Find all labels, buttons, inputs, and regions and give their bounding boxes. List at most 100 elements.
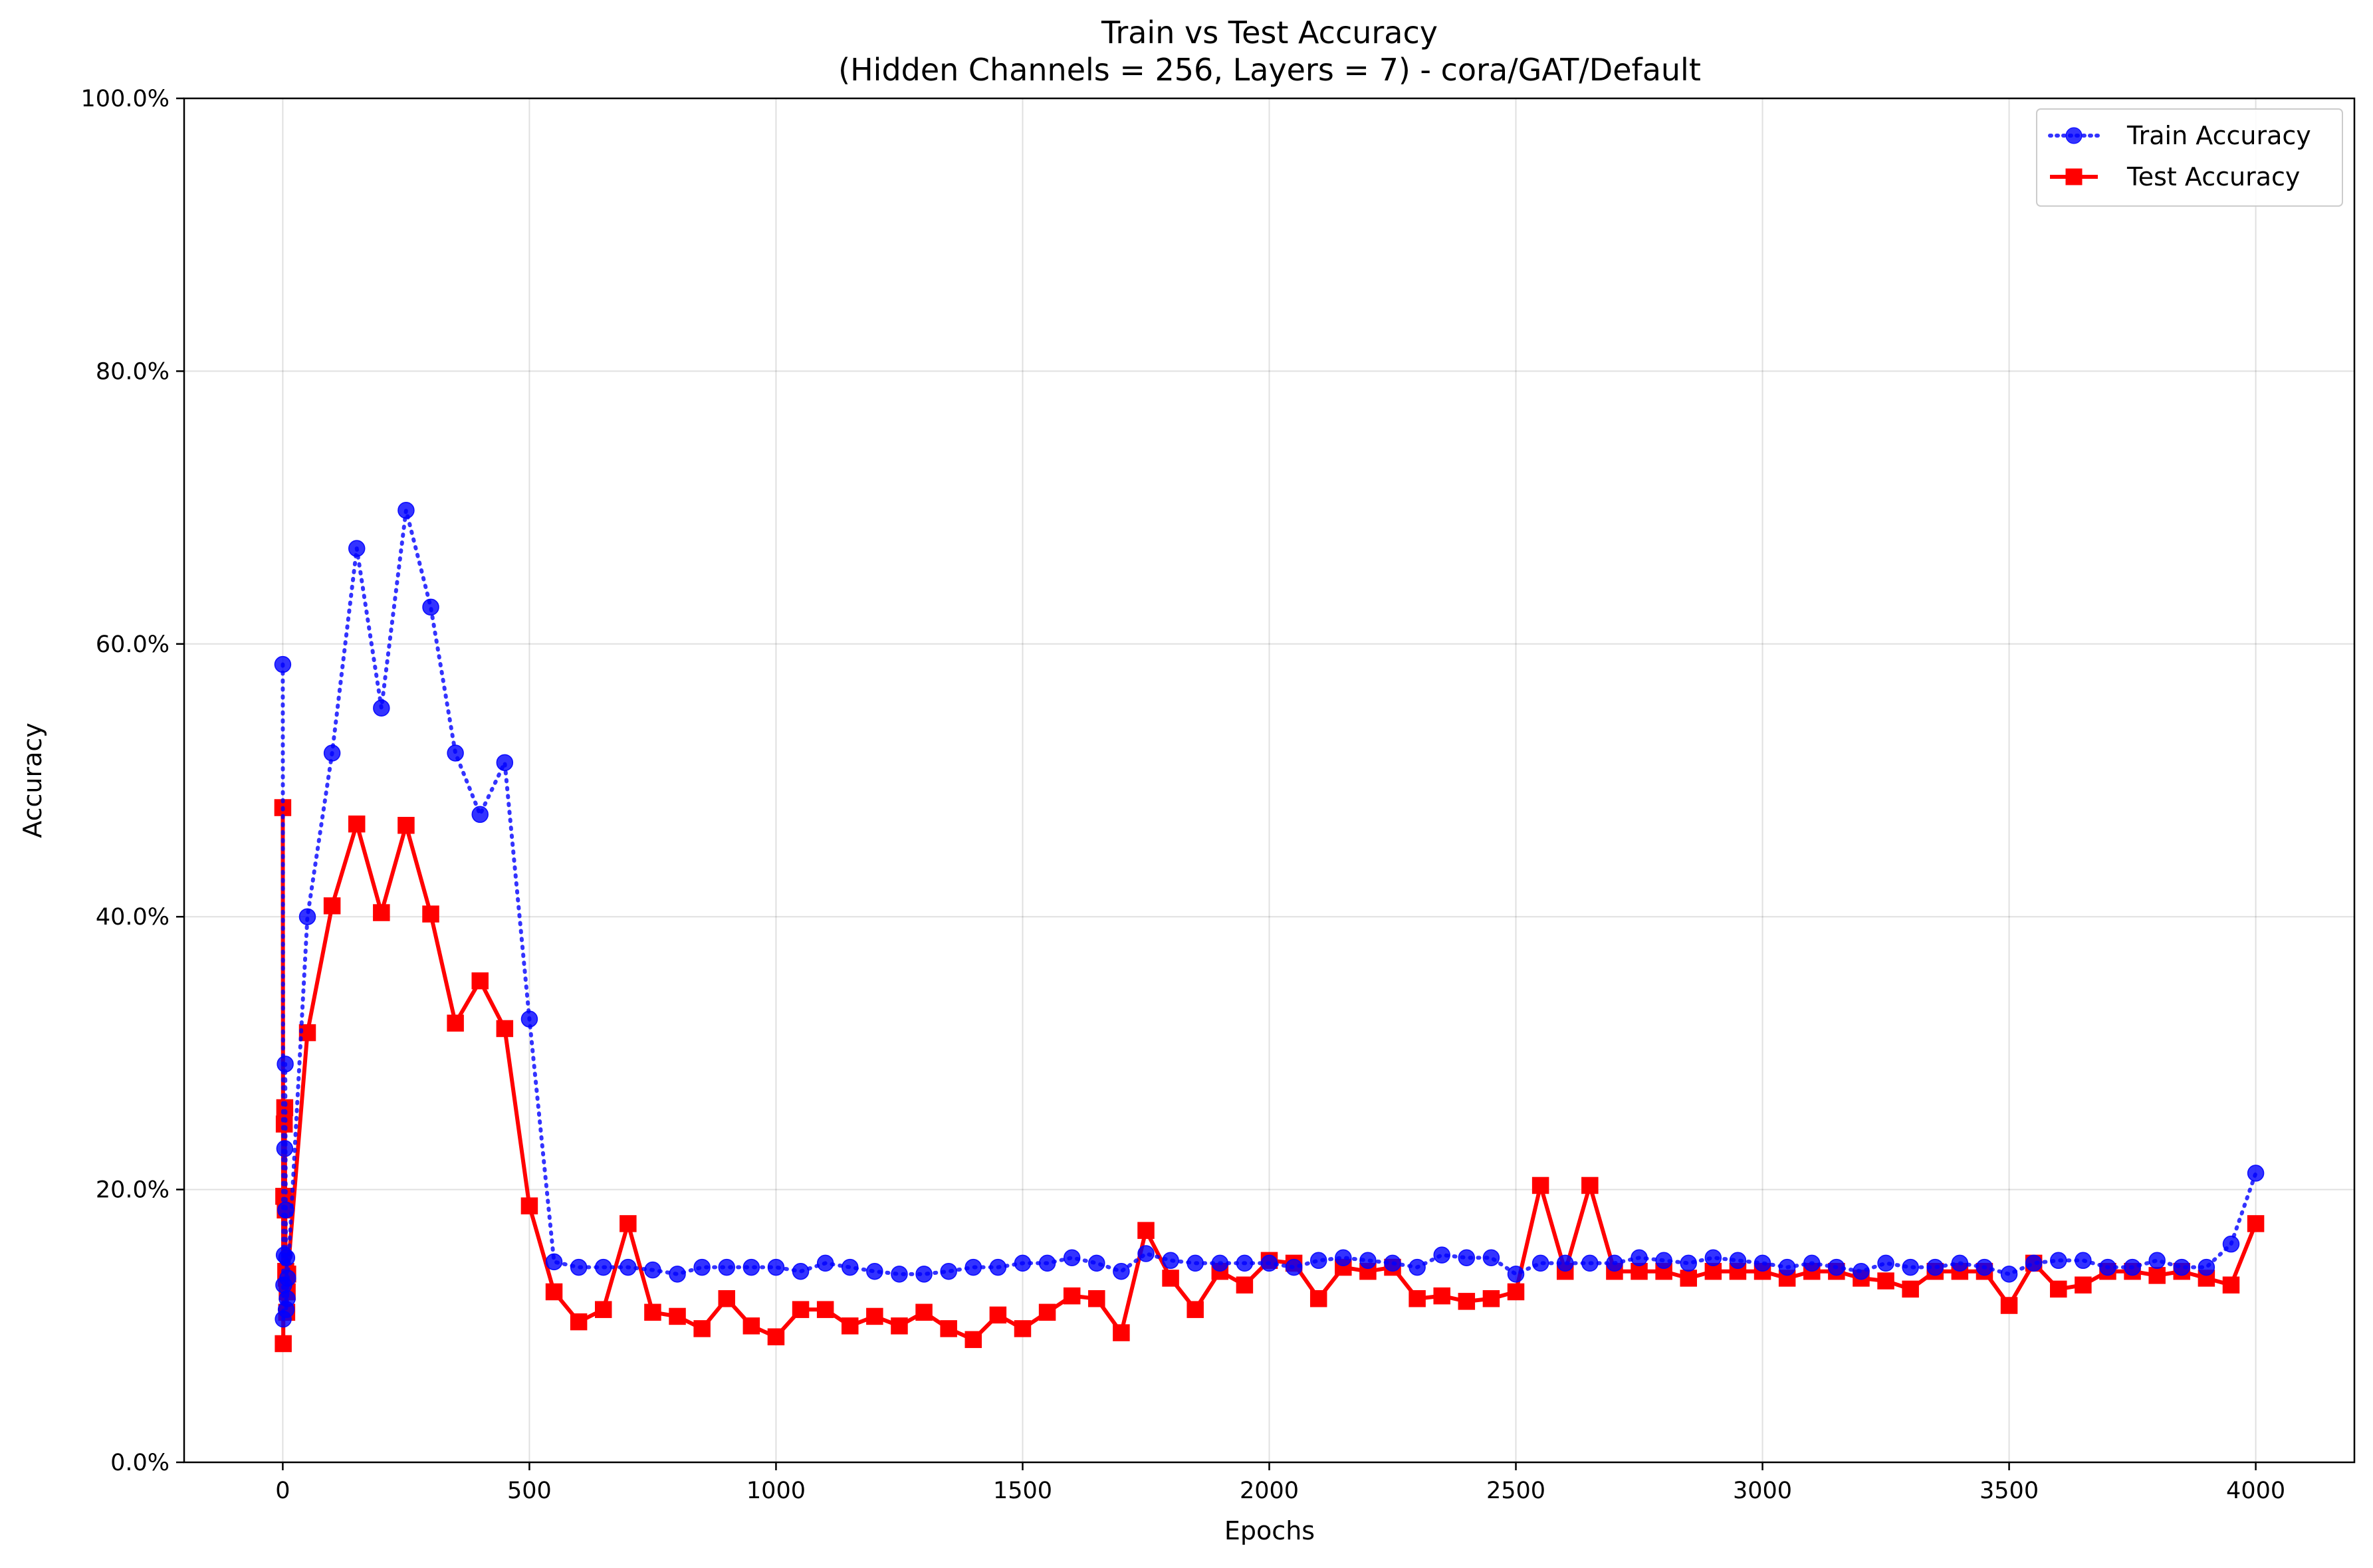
train-accuracy-point [1433,1246,1450,1264]
train-accuracy-point [1729,1252,1747,1270]
x-tick-label: 4000 [2226,1478,2285,1504]
train-accuracy-point [1753,1254,1771,1272]
train-accuracy-point [842,1258,859,1276]
test-accuracy-point [1433,1287,1450,1305]
grid-lines [184,98,2354,1463]
train-accuracy-point [373,699,390,717]
x-axis-ticks: 0 500 1000 1500 2000 2500 3000 3500 4000 [275,1462,2285,1504]
legend-train-label: Train Accuracy [2126,121,2311,150]
train-accuracy-point [1335,1249,1352,1266]
train-accuracy-point [1951,1254,1969,1272]
train-accuracy-point [669,1266,686,1283]
test-accuracy-point [669,1307,686,1325]
train-accuracy-point [1458,1249,1476,1266]
test-accuracy-point [1531,1176,1549,1194]
train-accuracy-point [1581,1254,1599,1272]
train-accuracy-point [1211,1254,1229,1272]
train-accuracy-point [2000,1266,2018,1283]
y-tick-label: 60.0% [96,631,170,658]
test-accuracy-point [2000,1297,2018,1314]
test-accuracy-point [816,1301,834,1318]
test-accuracy-point [693,1320,711,1337]
train-accuracy-point [866,1262,883,1280]
x-tick-label: 3500 [1979,1478,2039,1504]
test-accuracy-point [570,1313,588,1331]
train-accuracy-point [1556,1254,1574,1272]
train-accuracy-point [1631,1249,1648,1266]
test-accuracy-point [2222,1276,2240,1293]
train-accuracy-point [277,1056,294,1073]
train-accuracy-point [2050,1252,2067,1270]
test-accuracy-point [792,1301,810,1318]
train-accuracy-point [1359,1252,1377,1270]
train-accuracy-point [1655,1252,1672,1270]
train-accuracy-point [792,1262,810,1280]
test-accuracy-point [348,815,366,833]
test-accuracy-point [496,1020,514,1038]
train-accuracy-point [1014,1254,1032,1272]
train-accuracy-point [915,1266,933,1283]
x-axis-label: Epochs [1224,1516,1315,1545]
x-tick-label: 2500 [1486,1478,1545,1504]
train-accuracy-point [520,1010,538,1028]
train-accuracy-point [1704,1249,1722,1266]
test-accuracy-point [1162,1270,1179,1287]
train-accuracy-point [891,1266,908,1283]
train-accuracy-point [397,501,415,519]
train-accuracy-point [1507,1266,1525,1283]
test-accuracy-point [1507,1283,1525,1301]
train-accuracy-point [2075,1252,2092,1270]
train-accuracy-point [1088,1254,1105,1272]
test-accuracy-point [2050,1280,2067,1298]
test-accuracy-point [767,1328,785,1345]
train-accuracy-point [1778,1258,1796,1276]
train-accuracy-point [570,1258,588,1276]
test-accuracy-point [1680,1270,1697,1287]
test-accuracy-point [1236,1276,1254,1293]
legend-test-marker [2065,168,2083,185]
test-accuracy-point [545,1283,563,1301]
train-accuracy-point [1680,1254,1697,1272]
train-accuracy-point [1113,1262,1130,1280]
legend-train-marker [2065,127,2083,144]
legend: Train Accuracy Test Accuracy [2036,108,2343,207]
train-accuracy-point [1409,1258,1426,1276]
train-accuracy-point [471,806,489,824]
test-accuracy-point [1088,1290,1105,1307]
train-accuracy-point [1285,1258,1303,1276]
train-accuracy-point [2025,1254,2043,1272]
test-accuracy-point [2075,1276,2092,1293]
test-accuracy-point [1409,1290,1426,1307]
train-accuracy-point [1828,1258,1845,1276]
train-accuracy-point [742,1258,760,1276]
test-accuracy-point [718,1290,735,1307]
train-accuracy-point [323,744,341,762]
test-accuracy-point [742,1317,760,1335]
train-accuracy-point [693,1258,711,1276]
test-accuracy-point [620,1215,637,1232]
test-accuracy-point [594,1301,612,1318]
train-accuracy-point [2198,1258,2215,1276]
test-accuracy-point [1902,1280,1919,1298]
test-accuracy-point [373,904,390,921]
test-accuracy-point [940,1320,957,1337]
train-accuracy-point [279,1270,296,1287]
test-accuracy-point [1877,1272,1894,1289]
test-accuracy-point [1137,1222,1155,1239]
train-accuracy-point [348,540,366,557]
train-accuracy-point [816,1254,834,1272]
x-tick-label: 1000 [746,1478,806,1504]
series-layer [274,501,2265,1353]
train-accuracy-point [2099,1258,2116,1276]
test-accuracy-point [891,1317,908,1335]
y-tick-label: 100.0% [81,86,170,112]
legend-box [2036,108,2343,207]
test-accuracy-point [1309,1290,1327,1307]
train-accuracy-point [1531,1254,1549,1272]
train-accuracy-point [545,1253,563,1271]
y-axis-ticks: 0.0% 20.0% 40.0% 60.0% 80.0% 100.0% [81,86,184,1476]
train-accuracy-point [1260,1254,1278,1272]
train-accuracy-point [2124,1258,2141,1276]
train-accuracy-point [1186,1254,1204,1272]
